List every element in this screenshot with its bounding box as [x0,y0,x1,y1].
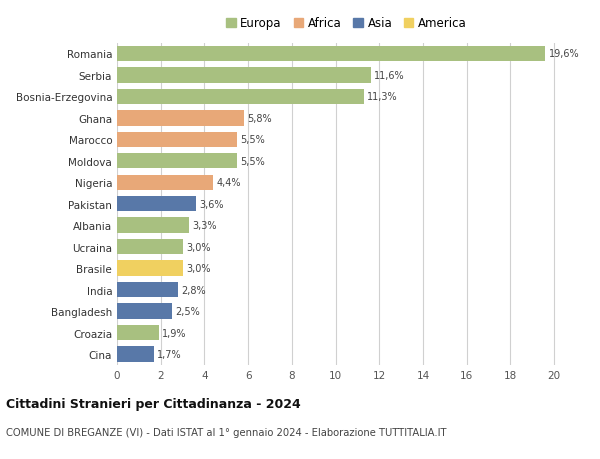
Bar [117,325,158,341]
Text: 5,5%: 5,5% [241,135,265,145]
Bar [117,90,364,105]
Text: 3,3%: 3,3% [193,221,217,231]
Bar [117,175,213,190]
Text: 2,5%: 2,5% [175,306,200,316]
Bar [117,196,196,212]
Text: 1,7%: 1,7% [157,349,182,359]
Text: 11,3%: 11,3% [367,92,398,102]
Bar [117,218,189,233]
Legend: Europa, Africa, Asia, America: Europa, Africa, Asia, America [226,17,467,30]
Bar [117,240,182,255]
Text: 19,6%: 19,6% [548,49,580,59]
Bar [117,261,182,276]
Bar [117,111,244,126]
Bar [117,347,154,362]
Text: 4,4%: 4,4% [217,178,241,188]
Text: 5,8%: 5,8% [247,113,272,123]
Bar [117,282,178,297]
Text: 1,9%: 1,9% [162,328,187,338]
Text: 2,8%: 2,8% [181,285,206,295]
Bar [117,47,545,62]
Bar [117,68,371,84]
Bar [117,154,237,169]
Text: 5,5%: 5,5% [241,157,265,167]
Text: 11,6%: 11,6% [374,71,404,81]
Text: 3,0%: 3,0% [186,242,211,252]
Text: COMUNE DI BREGANZE (VI) - Dati ISTAT al 1° gennaio 2024 - Elaborazione TUTTITALI: COMUNE DI BREGANZE (VI) - Dati ISTAT al … [6,427,446,437]
Text: 3,6%: 3,6% [199,199,223,209]
Text: Cittadini Stranieri per Cittadinanza - 2024: Cittadini Stranieri per Cittadinanza - 2… [6,397,301,410]
Bar [117,304,172,319]
Text: 3,0%: 3,0% [186,263,211,274]
Bar [117,132,237,148]
